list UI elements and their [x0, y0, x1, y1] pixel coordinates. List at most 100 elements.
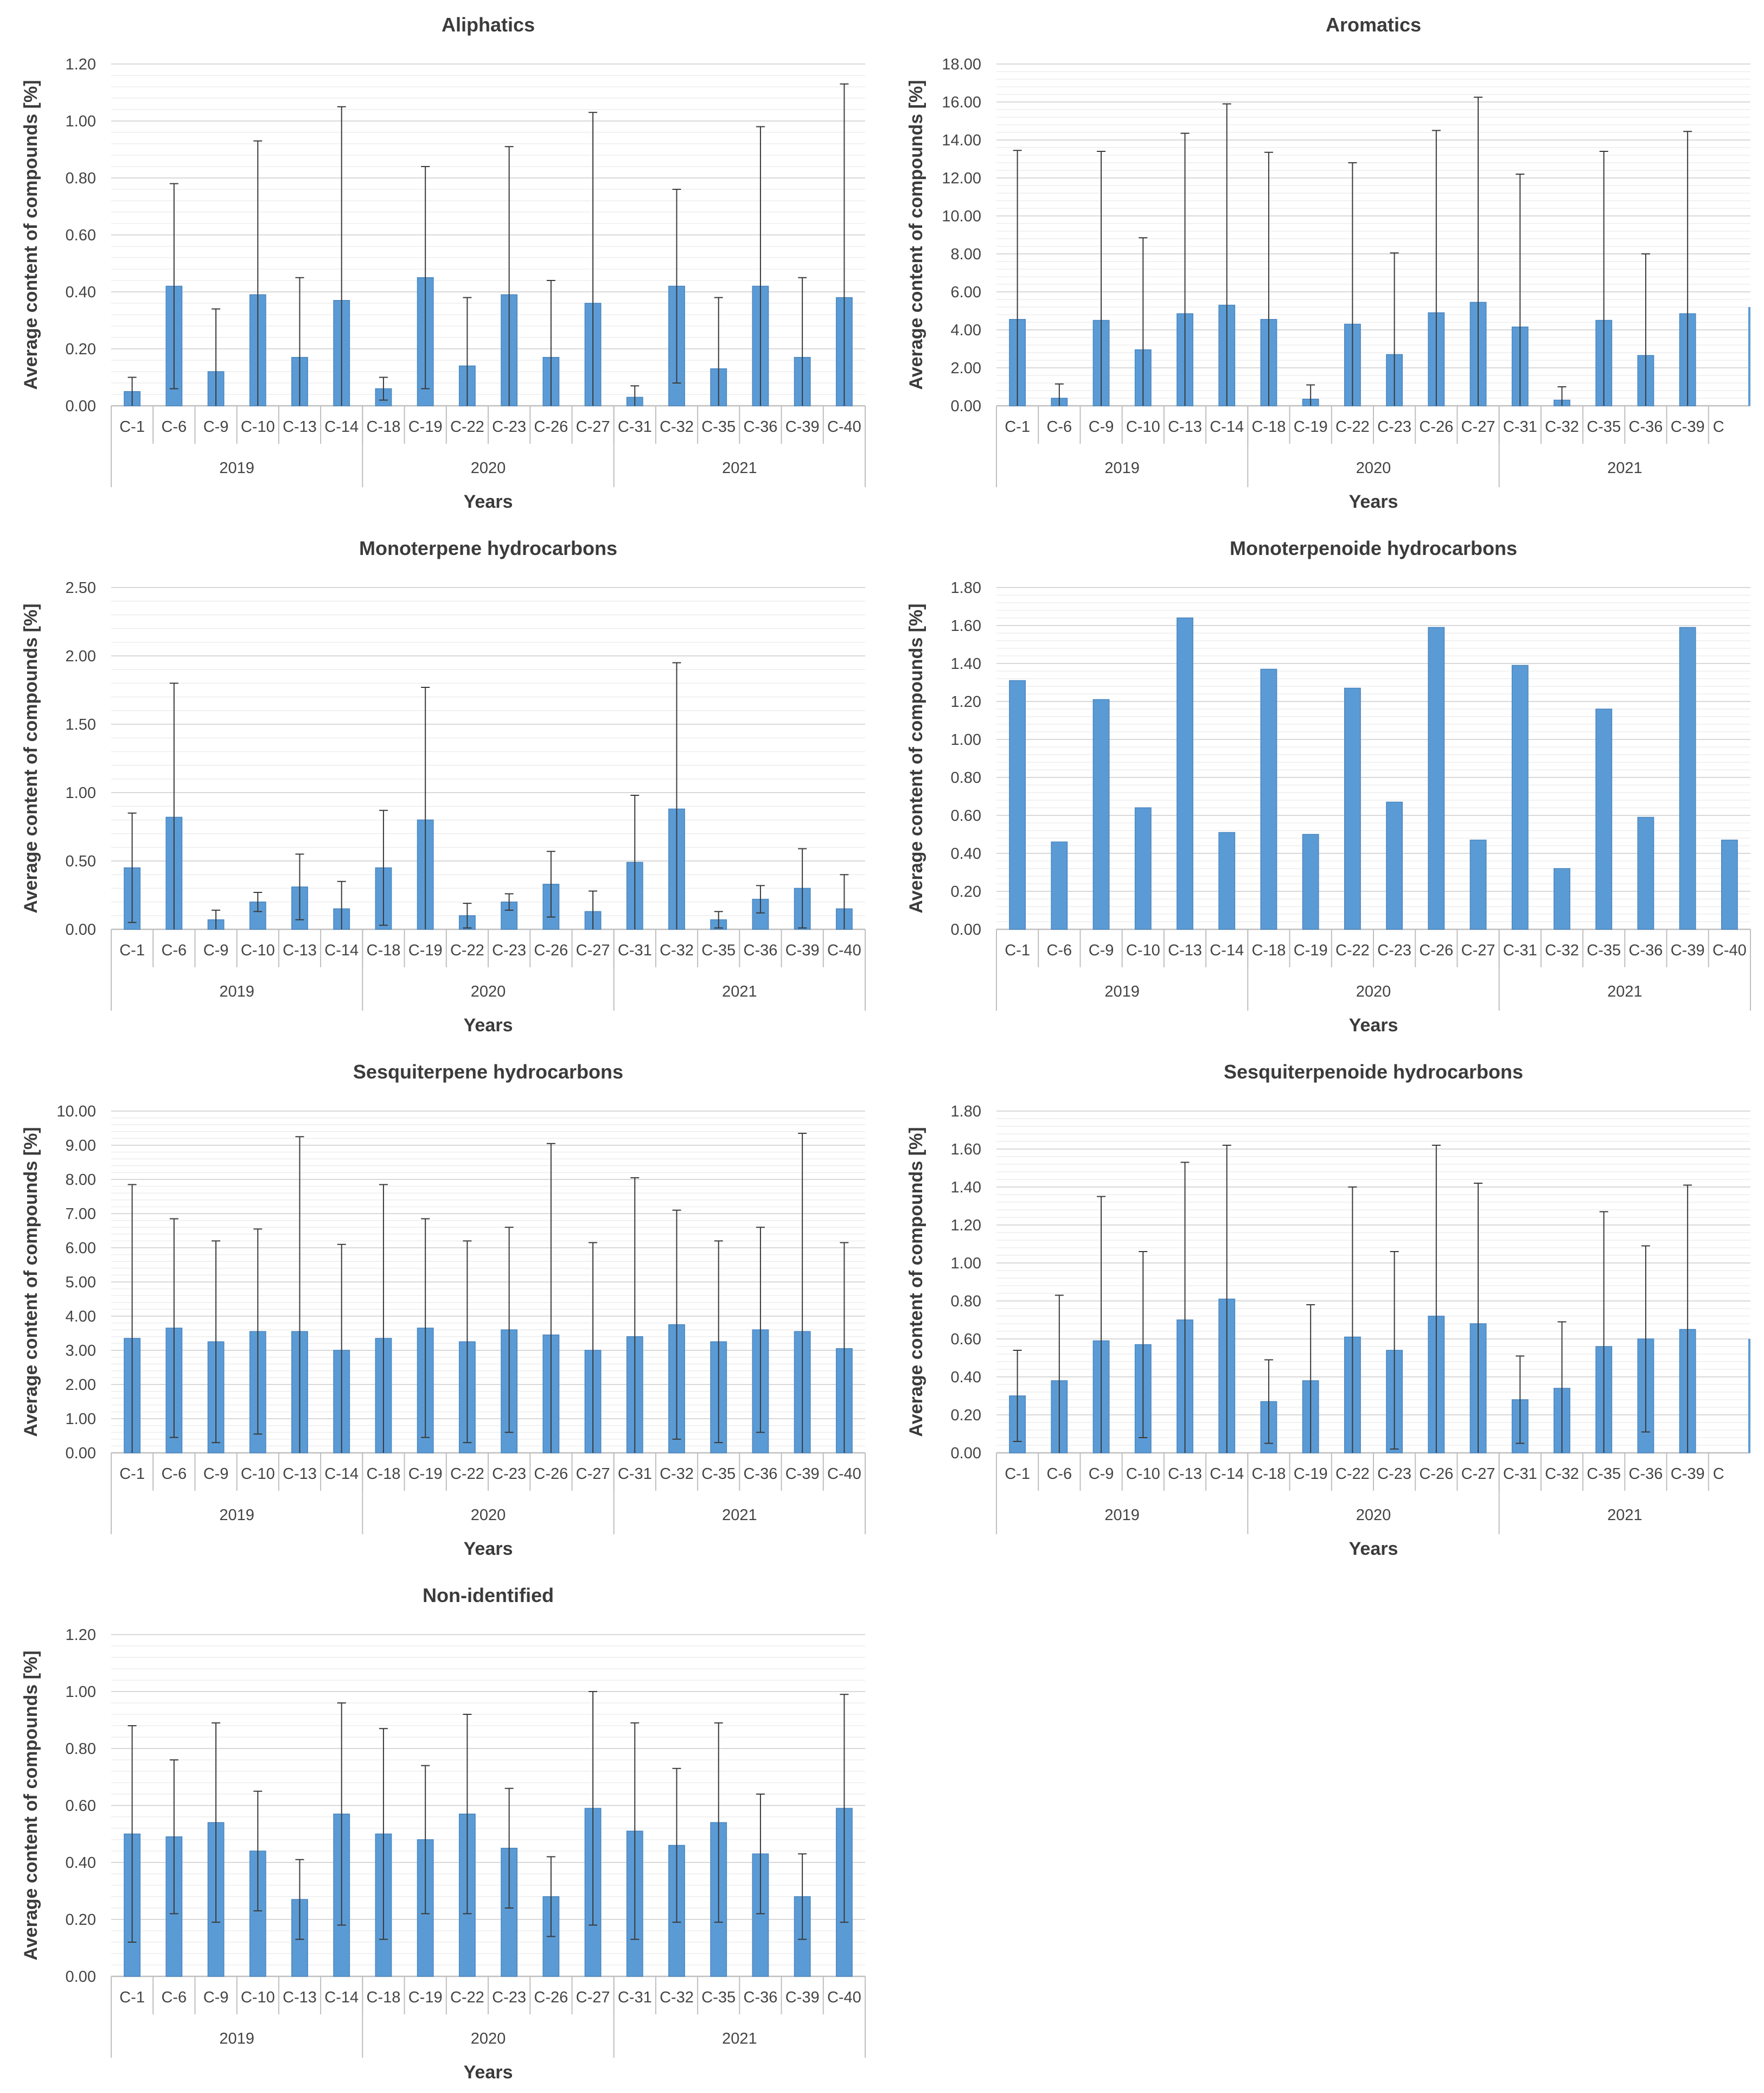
chart-monoterpene-hydrocarbons: Monoterpene hydrocarbons 0.00 0.50 1.00 1.50…	[11, 524, 879, 1039]
y-tick-label: 1.20	[951, 693, 981, 711]
x-tick-label: C-13	[283, 1989, 317, 2006]
x-tick-label: C-14	[324, 1989, 359, 2006]
x-tick-label: C-27	[1461, 418, 1495, 436]
x-tick-label: C-27	[576, 1989, 610, 2006]
group-label: 2019	[1104, 460, 1140, 477]
y-tick-label: 0.00	[66, 1445, 96, 1462]
x-tick-label: C-9	[1089, 418, 1114, 436]
y-tick-label: 14.00	[942, 132, 981, 149]
chart-title: Non-identified	[423, 1584, 554, 1606]
x-tick-label: C-6	[161, 418, 187, 436]
x-tick-label: C-39	[785, 418, 820, 436]
y-tick-label: 0.80	[951, 1293, 981, 1310]
y-tick-label: 1.00	[66, 784, 96, 802]
x-tick-label: C-40	[827, 1989, 861, 2006]
x-tick-label: C-39	[1671, 418, 1705, 436]
chart-svg: Monoterpenoide hydrocarbons 0.00 0.20 0.40 0…	[906, 537, 1751, 1036]
y-tick-label: 1.40	[951, 1179, 981, 1196]
y-tick-label: 0.20	[66, 1911, 96, 1929]
chart-svg: Aliphatics 0.00 0.20 0.40 0.60 0.80 1.00 1.20 C-…	[21, 14, 866, 512]
bar	[1260, 668, 1277, 930]
x-tick-label: C-26	[534, 418, 568, 436]
y-tick-label: 1.50	[66, 716, 96, 733]
x-tick-label: C-6	[161, 942, 187, 959]
x-tick-label: C-32	[1545, 418, 1579, 436]
x-tick-label: C-26	[534, 1989, 568, 2006]
bar	[1469, 839, 1487, 930]
y-tick-label: 1.80	[951, 1103, 981, 1120]
y-tick-label: 0.20	[951, 1407, 981, 1424]
x-tick-label: C	[1713, 1465, 1724, 1483]
x-tick-label: C-9	[203, 1465, 229, 1483]
bar-clipped	[1748, 1339, 1750, 1453]
x-tick-label: C-14	[1210, 1465, 1244, 1483]
x-tick-label: C-13	[1168, 942, 1202, 959]
y-axis-title: Average content of compounds [%]	[21, 1650, 41, 1960]
x-tick-label: C-40	[1712, 942, 1747, 959]
x-tick-label: C-32	[1545, 942, 1579, 959]
x-tick-label: C-13	[1168, 418, 1202, 436]
x-tick-label: C-6	[1046, 1465, 1072, 1483]
chart-aliphatics: Aliphatics 0.00 0.20 0.40 0.60 0.80 1.00 1.20 C-…	[11, 0, 879, 515]
x-tick-label: C-22	[1335, 1465, 1370, 1483]
x-tick-label: C-10	[241, 1989, 275, 2006]
y-tick-label: 1.00	[66, 1411, 96, 1428]
group-label: 2020	[471, 983, 506, 1000]
y-tick-label: 0.80	[66, 1740, 96, 1758]
x-tick-label: C	[1713, 418, 1724, 436]
x-tick-label: C-35	[701, 418, 736, 436]
x-tick-label: C-35	[701, 1989, 736, 2006]
y-tick-label: 12.00	[942, 170, 981, 187]
y-tick-label: 4.00	[66, 1308, 96, 1325]
chart-svg: Aromatics 0.00 2.00 4.00 6.00 8.00 10.00 12.00 1…	[906, 14, 1750, 512]
group-label: 2019	[1104, 1507, 1140, 1524]
y-axis-title: Average content of compounds [%]	[906, 603, 926, 913]
x-tick-label: C-31	[1503, 942, 1537, 959]
x-tick-label: C-9	[1089, 1465, 1114, 1483]
y-tick-label: 0.20	[951, 883, 981, 901]
x-tick-label: C-39	[785, 1465, 820, 1483]
y-tick-label: 8.00	[951, 246, 981, 263]
group-label: 2021	[722, 460, 757, 477]
y-tick-label: 0.60	[66, 1797, 96, 1815]
y-tick-label: 0.00	[66, 1968, 96, 1986]
bar	[1595, 709, 1613, 930]
y-tick-label: 9.00	[66, 1137, 96, 1154]
x-tick-label: C-19	[1294, 942, 1328, 959]
y-tick-label: 0.00	[66, 921, 96, 939]
x-tick-label: C-35	[701, 942, 736, 959]
y-tick-label: 0.00	[951, 398, 981, 415]
x-tick-label: C-23	[492, 1989, 526, 2006]
y-tick-label: 6.00	[951, 284, 981, 301]
group-label: 2019	[219, 983, 254, 1000]
chart-svg: Monoterpene hydrocarbons 0.00 0.50 1.00 1.50…	[21, 537, 866, 1036]
bar	[1554, 868, 1570, 930]
y-tick-label: 1.80	[951, 579, 981, 597]
y-tick-label: 8.00	[66, 1171, 96, 1189]
x-tick-label: C-22	[450, 1465, 484, 1483]
x-tick-label: C-36	[1629, 942, 1663, 959]
x-tick-label: C-23	[492, 942, 526, 959]
x-tick-label: C-1	[119, 418, 145, 436]
x-tick-label: C-19	[408, 1989, 443, 2006]
x-tick-label: C-1	[119, 1989, 145, 2006]
x-tick-label: C-19	[408, 1465, 443, 1483]
y-tick-label: 0.60	[66, 227, 96, 244]
y-tick-label: 1.20	[951, 1217, 981, 1234]
y-tick-label: 1.00	[951, 1255, 981, 1272]
x-tick-label: C-27	[1461, 1465, 1495, 1483]
x-tick-label: C-26	[534, 942, 568, 959]
y-tick-label: 16.00	[942, 94, 981, 111]
x-tick-label: C-32	[1545, 1465, 1579, 1483]
y-axis-title: Average content of compounds [%]	[21, 1127, 41, 1437]
x-tick-label: C-32	[660, 418, 694, 436]
x-axis-title: Years	[464, 1015, 513, 1036]
x-tick-label: C-1	[1005, 942, 1030, 959]
y-tick-label: 1.60	[951, 1141, 981, 1158]
chart-sesquiterpenoide-hydrocarbons: Sesquiterpenoide hydrocarbons 0.00 0.20 0.4…	[896, 1047, 1764, 1562]
x-tick-label: C-26	[1419, 942, 1453, 959]
y-tick-label: 10.00	[56, 1103, 96, 1120]
x-tick-label: C-27	[1461, 942, 1495, 959]
x-tick-label: C-18	[367, 1465, 401, 1483]
chart-svg: Sesquiterpenoide hydrocarbons 0.00 0.20 0.4…	[906, 1061, 1750, 1559]
